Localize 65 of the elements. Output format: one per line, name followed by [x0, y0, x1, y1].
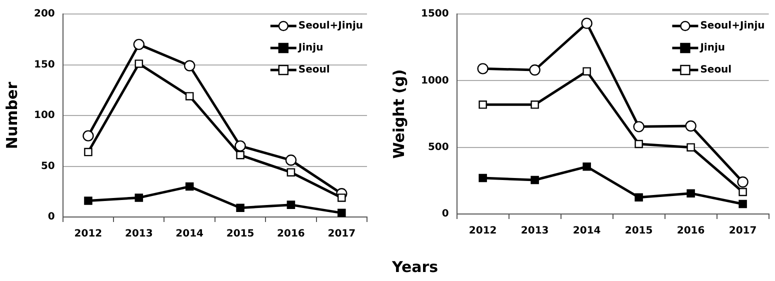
y-axis-title: Weight (g) — [390, 69, 408, 159]
point — [633, 121, 644, 132]
y-tick-label: 0 — [48, 212, 55, 223]
point — [236, 204, 244, 212]
point — [285, 154, 297, 166]
point — [477, 63, 488, 74]
legend-label: Seoul+Jinju — [700, 20, 765, 32]
point — [134, 60, 144, 68]
legend-label: Seoul — [298, 64, 330, 76]
y-tick-label: 200 — [34, 8, 55, 20]
y-tick-label: 50 — [40, 160, 55, 172]
point — [236, 150, 244, 160]
x-tick-label: 2015 — [624, 226, 653, 237]
point — [84, 148, 92, 156]
point — [478, 100, 487, 109]
point — [738, 188, 747, 196]
point — [737, 176, 748, 188]
point — [686, 189, 695, 198]
point — [338, 194, 346, 202]
y-axis-title: Number — [2, 81, 21, 150]
x-tick-label: 2012 — [468, 226, 497, 237]
point — [286, 200, 296, 209]
point — [185, 92, 194, 100]
point — [738, 200, 747, 208]
point — [530, 176, 539, 184]
point — [185, 182, 194, 191]
y-tick-label: 150 — [34, 59, 55, 70]
point — [582, 67, 591, 76]
y-tick-label: 500 — [428, 142, 449, 153]
point — [234, 140, 246, 152]
x-tick-label: 2016 — [277, 228, 305, 240]
legend-label: Seoul — [700, 64, 732, 76]
point — [530, 100, 539, 109]
x-tick-label: 2013 — [124, 228, 153, 240]
point — [478, 174, 487, 182]
y-tick-label: 1000 — [420, 75, 449, 86]
legend-label: Jinju — [297, 42, 324, 54]
y-tick-label: 1500 — [420, 8, 449, 20]
point — [581, 18, 592, 29]
point — [686, 143, 695, 152]
point — [286, 168, 296, 176]
point — [582, 162, 591, 171]
legend-label: Jinju — [699, 42, 726, 54]
y-tick-label: 0 — [442, 208, 449, 220]
point — [82, 130, 94, 142]
x-tick-label: 2012 — [74, 228, 102, 240]
x-axis-title: Years — [391, 258, 438, 276]
point — [84, 196, 92, 205]
point — [184, 60, 196, 72]
point — [685, 120, 696, 132]
point — [338, 208, 346, 217]
x-tick-label: 2014 — [176, 228, 204, 240]
x-tick-label: 2015 — [226, 228, 254, 240]
x-tick-label: 2017 — [728, 226, 757, 237]
x-tick-label: 2013 — [520, 226, 549, 237]
legend-label: Seoul+Jinju — [298, 20, 364, 32]
point — [133, 38, 145, 50]
x-tick-label: 2014 — [572, 226, 601, 237]
x-tick-label: 2017 — [328, 228, 356, 240]
point — [634, 193, 643, 202]
x-tick-label: 2016 — [676, 226, 705, 237]
point — [634, 140, 643, 148]
y-tick-label: 100 — [34, 110, 55, 122]
point — [529, 64, 540, 76]
point — [134, 194, 144, 202]
